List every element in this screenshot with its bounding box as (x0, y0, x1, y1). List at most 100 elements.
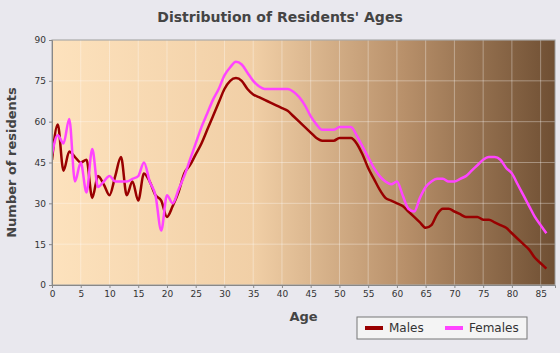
tick: 15 (35, 240, 52, 250)
tick-mark (49, 163, 52, 164)
tick-label: 60 (35, 117, 47, 127)
tick-label: 70 (449, 289, 461, 299)
tick-mark (512, 285, 513, 288)
plot-frame (52, 40, 555, 285)
tick: 90 (35, 35, 52, 45)
tick: 40 (277, 285, 289, 299)
plot: 0510152025303540455055606570758085015304… (35, 35, 556, 299)
tick-mark (196, 285, 197, 288)
series-line (52, 62, 546, 234)
grid-line (483, 40, 484, 285)
grid-line (511, 40, 512, 285)
tick-mark (49, 203, 52, 204)
tick-label: 0 (40, 280, 46, 290)
tick-mark (454, 285, 455, 288)
tick: 45 (35, 158, 52, 168)
grid-line (454, 40, 455, 285)
tick: 80 (507, 285, 519, 299)
y-axis: 0 15 30 45 60 75 90 (35, 35, 53, 290)
tick: 15 (133, 285, 144, 299)
tick-mark (109, 285, 110, 288)
grid-line (52, 244, 555, 245)
tick-mark (224, 285, 225, 288)
tick-label: 55 (363, 289, 374, 299)
legend: Males Females (357, 317, 527, 339)
tick-mark (49, 285, 52, 286)
grid-line (540, 40, 541, 285)
grid-line (52, 121, 555, 122)
tick-label: 0 (50, 289, 56, 299)
tick: 60 (392, 285, 404, 299)
tick: 45 (305, 285, 316, 299)
tick-mark (49, 81, 52, 82)
tick: 20 (162, 285, 174, 299)
title: Distribution of Residents' Ages (157, 9, 402, 25)
tick-label: 35 (248, 289, 259, 299)
grid-line (195, 40, 196, 285)
x-axis: 0510152025303540455055606570758085 (50, 285, 556, 299)
grid-line (310, 40, 311, 285)
tick-mark (282, 285, 283, 288)
tick: 30 (219, 285, 231, 299)
grid-line (425, 40, 426, 285)
grid (52, 40, 555, 285)
tick: 75 (478, 285, 489, 299)
tick-mark (339, 285, 340, 288)
tick-mark (81, 285, 82, 288)
grid-line (138, 40, 139, 285)
axis-line (53, 286, 556, 289)
tick-label: 40 (277, 289, 289, 299)
axis-line (49, 41, 53, 286)
y-axis-title: Number of residents (4, 87, 19, 238)
tick-label: 75 (35, 76, 46, 86)
tick: 30 (35, 199, 52, 209)
legend-box (357, 317, 527, 339)
tick: 65 (420, 285, 431, 299)
tick-label: 30 (35, 199, 47, 209)
tick-mark (49, 40, 52, 41)
tick-label: 30 (219, 289, 231, 299)
tick-label: 90 (35, 35, 47, 45)
tick-mark (167, 285, 168, 288)
tick-label: 85 (535, 289, 546, 299)
legend-swatch (445, 326, 463, 330)
grid-line (396, 40, 397, 285)
tick: 0 (40, 280, 52, 290)
tick-mark (49, 122, 52, 123)
tick: 10 (104, 285, 116, 299)
tick-label: 15 (35, 240, 46, 250)
tick: 85 (535, 285, 546, 299)
tick-mark (138, 285, 139, 288)
legend-item: Males (365, 321, 424, 335)
grid-line (339, 40, 340, 285)
grid-line (52, 203, 555, 204)
grid-line (52, 80, 555, 81)
tick-mark (483, 285, 484, 288)
tick-label: 45 (35, 158, 46, 168)
legend-label: Males (389, 321, 424, 335)
tick: 60 (35, 117, 52, 127)
tick-label: 60 (392, 289, 404, 299)
legend-swatch (365, 326, 383, 330)
grid-line (253, 40, 254, 285)
tick-mark (397, 285, 398, 288)
tick: 55 (363, 285, 374, 299)
tick: 0 (50, 285, 56, 299)
tick-mark (541, 285, 542, 288)
chart: Distribution of Residents' Ages 0 5 10 15 20 2… (0, 0, 560, 353)
tick-label: 5 (78, 289, 84, 299)
tick-label: 10 (104, 289, 116, 299)
tick-label: 15 (133, 289, 144, 299)
legend-item: Females (445, 321, 519, 335)
grid-line (166, 40, 167, 285)
tick: 35 (248, 285, 259, 299)
tick-label: 20 (162, 289, 174, 299)
tick: 75 (35, 76, 52, 86)
grid-line (109, 40, 110, 285)
tick-label: 75 (478, 289, 489, 299)
series-line (52, 78, 546, 269)
tick-label: 45 (305, 289, 316, 299)
tick-label: 25 (190, 289, 201, 299)
lines (52, 62, 546, 269)
grid-line (281, 40, 282, 285)
